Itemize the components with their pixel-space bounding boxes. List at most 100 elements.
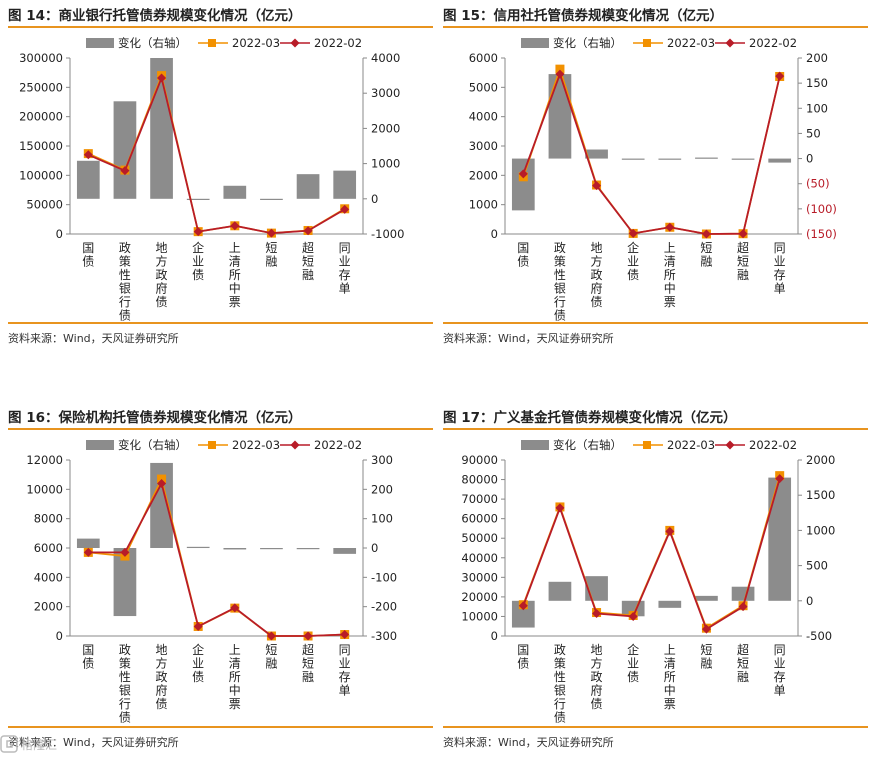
legend-bar-swatch xyxy=(521,38,549,48)
left-tick-label: 200000 xyxy=(19,110,63,124)
right-tick-label: 1500 xyxy=(806,488,835,502)
left-tick-label: 50000 xyxy=(461,531,498,545)
right-tick-label: -100 xyxy=(371,570,397,584)
legend-line1-marker xyxy=(208,441,216,449)
line-2022-02 xyxy=(522,478,781,631)
title-rule xyxy=(8,428,433,430)
bar xyxy=(658,600,682,608)
category-label: 政策性银行债 xyxy=(554,643,566,725)
bar xyxy=(113,548,137,617)
legend-bar-swatch xyxy=(521,440,549,450)
right-tick-label: 50 xyxy=(806,126,821,140)
category-label: 企业债 xyxy=(192,240,204,282)
left-tick-label: 6000 xyxy=(469,51,498,65)
marker-2022-02 xyxy=(665,526,675,536)
bar xyxy=(658,158,682,160)
left-tick-label: 0 xyxy=(491,227,498,241)
bar xyxy=(768,477,792,601)
left-tick-label: 0 xyxy=(56,227,63,241)
category-label: 政策性银行债 xyxy=(554,241,566,323)
legend-line2-label: 2022-02 xyxy=(749,36,797,50)
legend-line2-label: 2022-02 xyxy=(314,438,362,452)
chart-title: 图 16：保险机构托管债券规模变化情况（亿元） xyxy=(8,410,302,426)
marker-2022-02 xyxy=(83,547,93,557)
left-tick-label: 70000 xyxy=(461,492,498,506)
category-label: 超短融 xyxy=(737,240,749,282)
bar xyxy=(585,149,608,159)
category-label: 企业债 xyxy=(192,642,204,684)
left-tick-label: 50000 xyxy=(26,198,63,212)
legend-line1-marker xyxy=(208,39,216,47)
left-tick-label: 5000 xyxy=(469,80,498,94)
bar xyxy=(223,548,247,550)
bar xyxy=(296,174,320,199)
right-tick-label: (150) xyxy=(806,227,837,241)
legend-bar-swatch xyxy=(86,440,114,450)
left-tick-label: 10000 xyxy=(461,609,498,623)
legend-line2-marker xyxy=(725,440,735,450)
right-tick-label: 3000 xyxy=(371,86,400,100)
category-label: 地方政府债 xyxy=(591,643,603,711)
left-tick-label: 2000 xyxy=(469,168,498,182)
bar xyxy=(260,548,283,550)
bar xyxy=(223,185,247,199)
legend-line1-label: 2022-03 xyxy=(667,438,715,452)
chart-title: 图 15：信用社托管债券规模变化情况（亿元） xyxy=(443,8,723,24)
category-label: 政策性银行债 xyxy=(119,241,131,323)
left-tick-label: 10000 xyxy=(26,482,63,496)
legend: 变化（右轴） 2022-03 2022-02 xyxy=(86,36,362,50)
marker-2022-02 xyxy=(701,624,711,634)
category-label: 国债 xyxy=(82,241,94,269)
source-note: 资料来源：Wind，天风证券研究所 xyxy=(8,736,179,749)
legend-line1-marker xyxy=(643,441,651,449)
legend-line1-label: 2022-03 xyxy=(667,36,715,50)
category-label: 上清所中票 xyxy=(664,241,676,309)
legend-line2-marker xyxy=(290,38,300,48)
marker-2022-02 xyxy=(193,621,203,631)
left-tick-label: 300000 xyxy=(19,51,63,65)
right-tick-label: 0 xyxy=(371,192,378,206)
left-tick-label: 90000 xyxy=(461,453,498,467)
left-tick-label: 12000 xyxy=(26,453,63,467)
category-label: 短融 xyxy=(265,643,277,671)
legend-bar-label: 变化（右轴） xyxy=(553,36,622,50)
left-tick-label: 8000 xyxy=(34,512,63,526)
marker-2022-02 xyxy=(157,73,167,83)
legend-line1-marker xyxy=(643,39,651,47)
title-rule xyxy=(443,428,868,430)
legend-bar-label: 变化（右轴） xyxy=(553,438,622,452)
legend-bar-swatch xyxy=(86,38,114,48)
legend-line2-label: 2022-02 xyxy=(314,36,362,50)
bar xyxy=(186,546,210,549)
right-tick-label: 2000 xyxy=(371,121,400,135)
category-label: 企业债 xyxy=(627,642,639,684)
bar xyxy=(150,462,173,548)
marker-2022-02 xyxy=(555,69,565,79)
category-label: 短融 xyxy=(700,643,712,671)
category-label: 短融 xyxy=(700,241,712,269)
category-label: 地方政府债 xyxy=(156,241,168,309)
right-tick-label: 0 xyxy=(806,152,813,166)
left-tick-label: 20000 xyxy=(461,590,498,604)
category-label: 政策性银行债 xyxy=(119,643,131,725)
chart-area: 变化（右轴） 2022-03 2022-02 0 50000 100000 150000 20… xyxy=(19,36,404,323)
source-rule xyxy=(8,726,433,728)
marker-2022-02 xyxy=(628,228,638,238)
category-label: 国债 xyxy=(82,643,94,671)
category-label: 超短融 xyxy=(302,642,314,684)
category-label: 同业存单 xyxy=(774,241,786,296)
bar xyxy=(731,586,755,601)
marker-2022-02 xyxy=(230,603,240,613)
bar xyxy=(333,548,357,554)
marker-2022-03 xyxy=(555,64,565,74)
left-tick-label: 3000 xyxy=(469,139,498,153)
marker-2022-02 xyxy=(775,474,785,484)
category-label: 国债 xyxy=(517,241,529,269)
line-2022-02 xyxy=(522,71,781,235)
bar xyxy=(260,198,283,200)
left-tick-label: 60000 xyxy=(461,512,498,526)
legend-line1-label: 2022-03 xyxy=(232,438,280,452)
right-tick-label: 150 xyxy=(806,76,828,90)
marker-2022-02 xyxy=(775,71,785,81)
right-tick-label: 4000 xyxy=(371,51,400,65)
